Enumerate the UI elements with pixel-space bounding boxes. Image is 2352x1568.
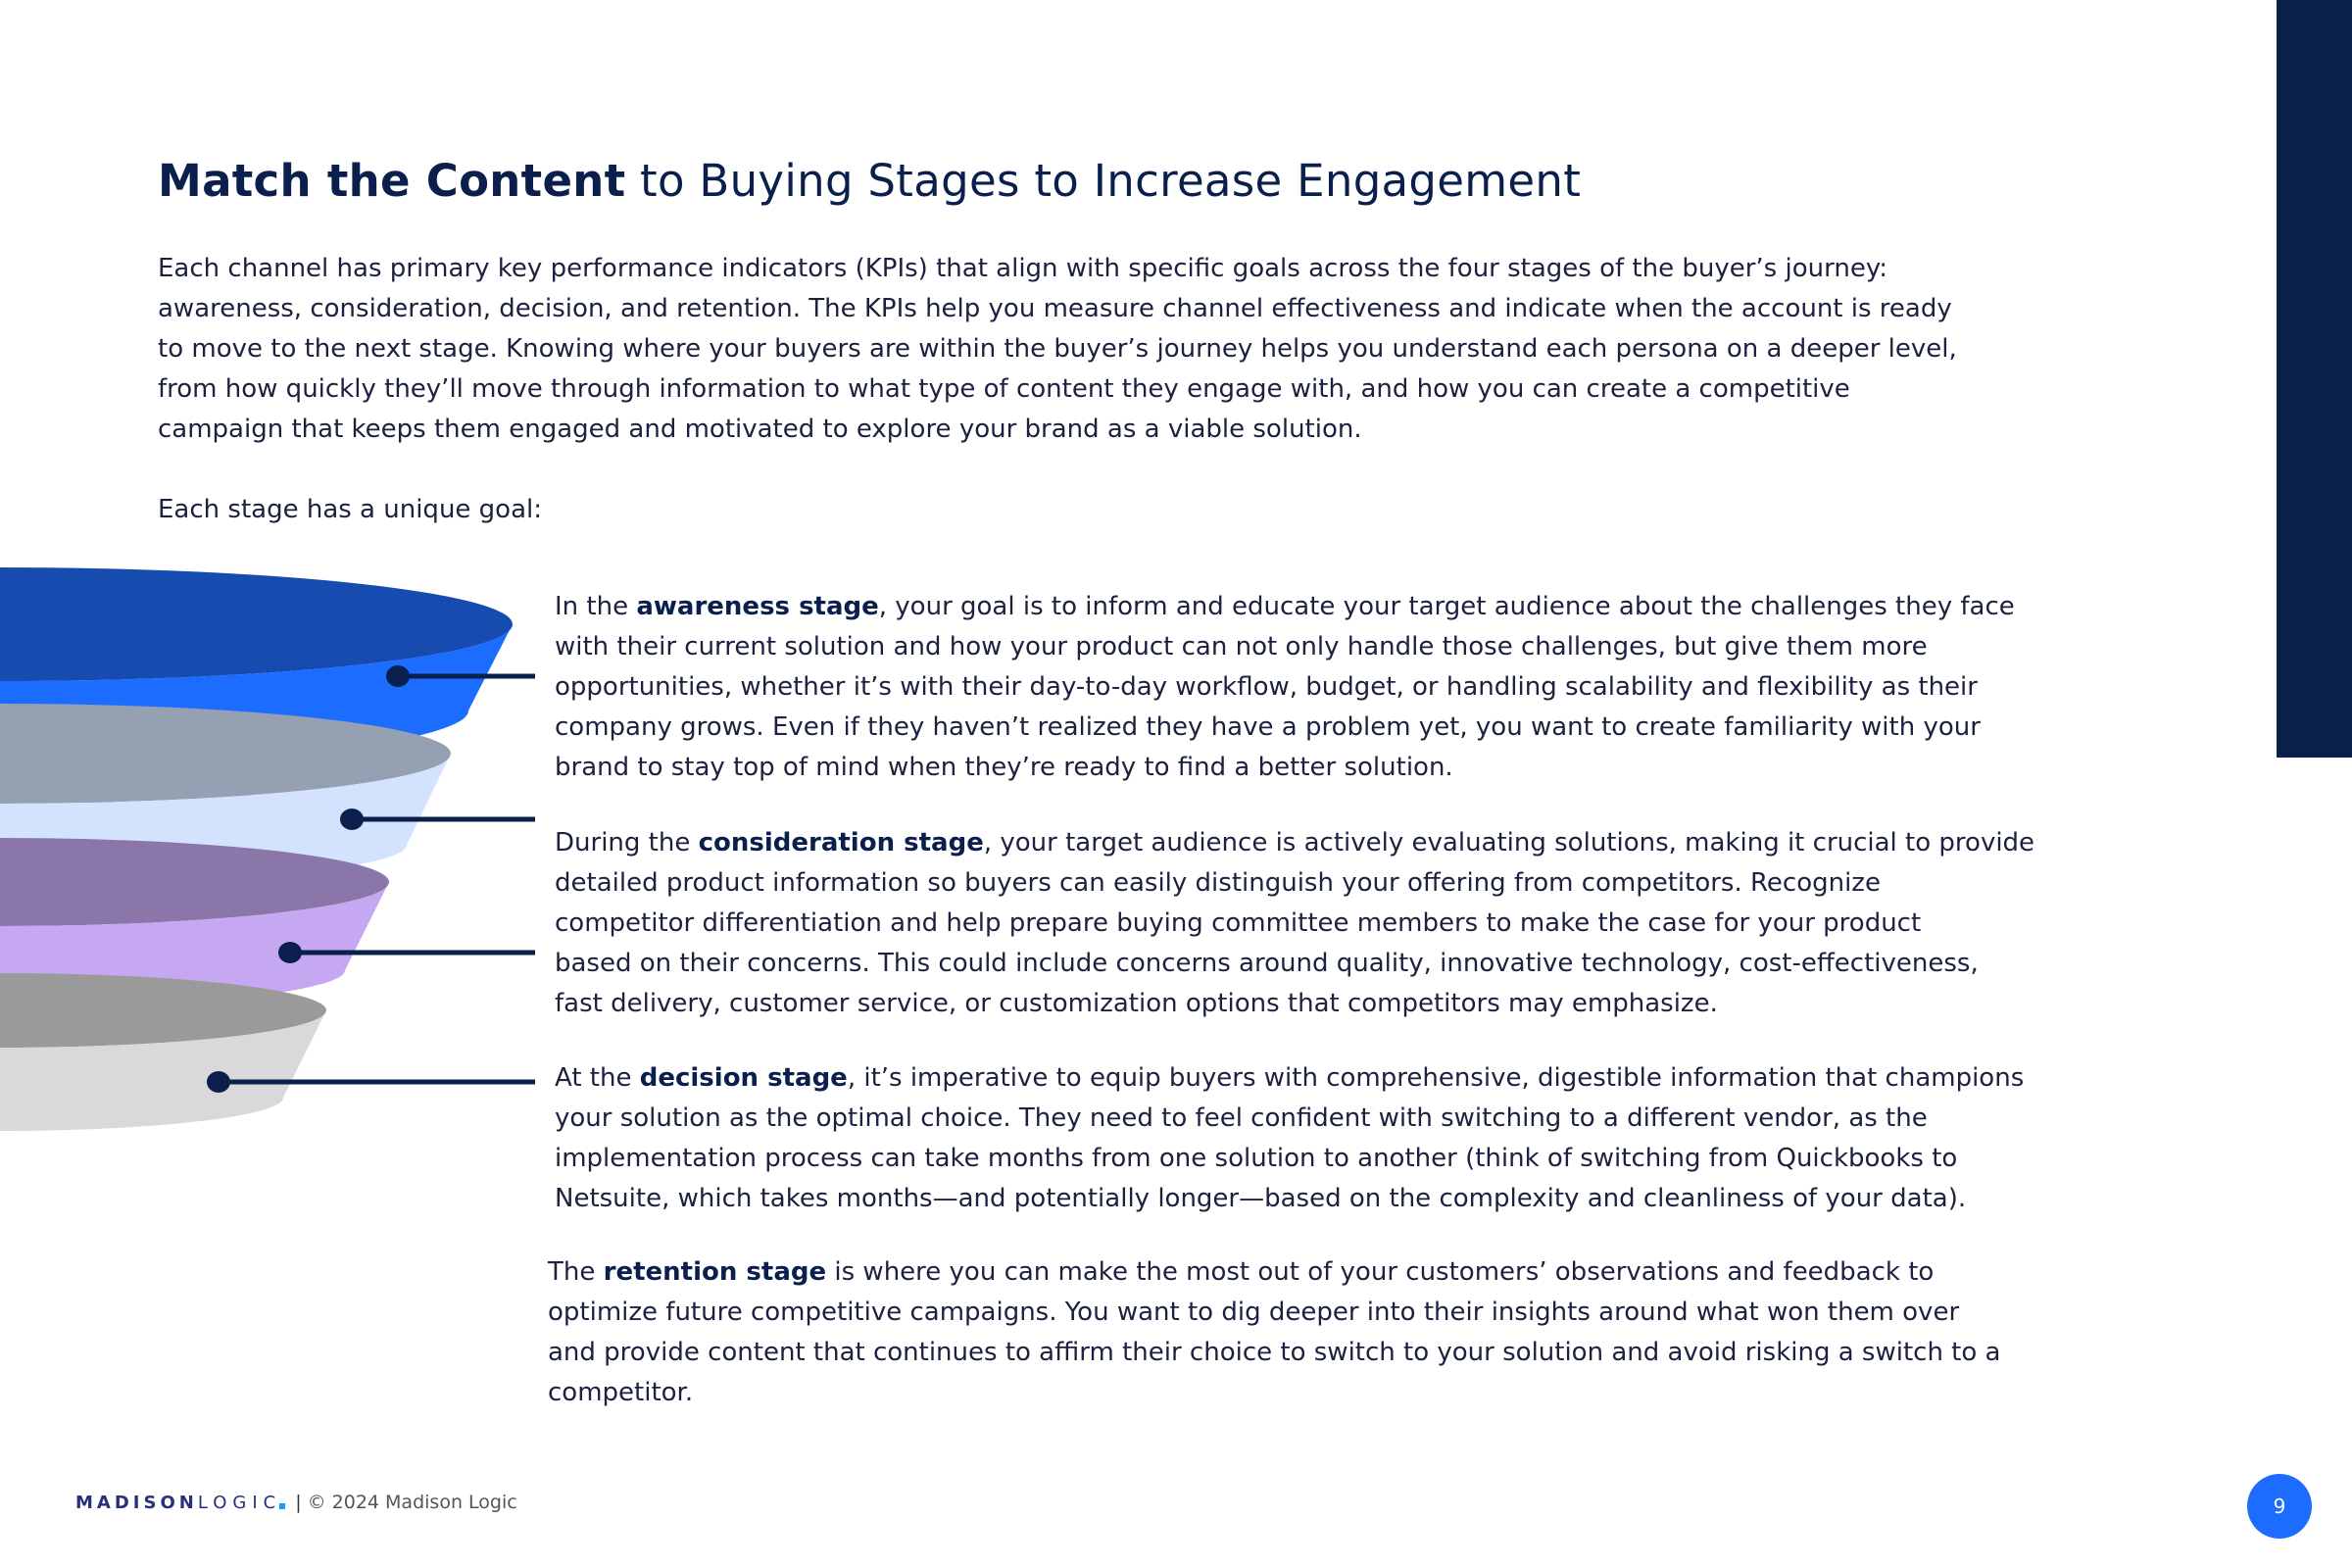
text: During the — [555, 828, 699, 858]
text-line: opportunities, whether it’s with their d… — [555, 672, 1978, 702]
stage-name: consideration stage — [698, 828, 984, 858]
text-line: Netsuite, which takes months—and potenti… — [555, 1184, 1967, 1213]
text-line: your solution as the optimal choice. The… — [555, 1103, 1928, 1133]
goal-intro: Each stage has a unique goal: — [158, 495, 543, 524]
text-line: competitor. — [548, 1378, 694, 1407]
logo-dot-icon — [279, 1503, 286, 1509]
text-line: implementation process can take months f… — [555, 1144, 1958, 1173]
text-line: with their current solution and how your… — [555, 632, 1928, 662]
copyright: © 2024 Madison Logic — [307, 1492, 517, 1513]
connector-dot-icon — [278, 942, 302, 963]
funnel-consideration-top — [0, 704, 451, 804]
text-line: fast delivery, customer service, or cust… — [555, 989, 1718, 1018]
footer: MADISON LOGIC | © 2024 Madison Logic — [75, 1492, 517, 1513]
intro-line: Each channel has primary key performance… — [158, 254, 1888, 283]
connector-dot-icon — [207, 1071, 230, 1093]
text-line: optimize future competitive campaigns. Y… — [548, 1298, 1960, 1327]
funnel-decision-top — [0, 838, 389, 926]
consideration-stage-paragraph: During the consideration stage, your tar… — [555, 823, 2034, 1024]
text: is where you can make the most out of yo… — [826, 1257, 1935, 1287]
stage-name: retention stage — [603, 1257, 827, 1287]
stage-name: awareness stage — [636, 592, 879, 621]
funnel-retention-top — [0, 973, 326, 1048]
footer-separator: | — [295, 1492, 302, 1513]
text-line: and provide content that continues to af… — [548, 1338, 2001, 1367]
intro-line: to move to the next stage. Knowing where… — [158, 334, 1957, 364]
funnel-retention-band — [0, 1010, 326, 1131]
decision-stage-paragraph: At the decision stage, it’s imperative t… — [555, 1058, 2024, 1219]
text: In the — [555, 592, 637, 621]
funnel-awareness-top — [0, 567, 513, 681]
text: , your target audience is actively evalu… — [983, 828, 2035, 858]
side-accent-bar — [2277, 0, 2352, 758]
funnel-graphic — [0, 567, 535, 1131]
intro-line: from how quickly they’ll move through in… — [158, 374, 1850, 404]
title-rest: to Buying Stages to Increase Engagement — [625, 155, 1582, 207]
connector-dot-icon — [340, 808, 364, 830]
text: At the — [555, 1063, 640, 1093]
text-line: competitor differentiation and help prep… — [555, 908, 1922, 938]
intro-paragraph: Each channel has primary key performance… — [158, 249, 1957, 450]
text: , your goal is to inform and educate you… — [878, 592, 2015, 621]
logo-logic: LOGIC — [197, 1492, 282, 1513]
title-bold: Match the Content — [158, 155, 626, 207]
text: , it’s imperative to equip buyers with c… — [847, 1063, 2025, 1093]
text-line: brand to stay top of mind when they’re r… — [555, 753, 1453, 782]
logo-madison: MADISON — [75, 1492, 198, 1513]
retention-stage-paragraph: The retention stage is where you can mak… — [548, 1252, 2000, 1413]
text-line: detailed product information so buyers c… — [555, 868, 1881, 898]
stage-name: decision stage — [639, 1063, 848, 1093]
intro-line: campaign that keeps them engaged and mot… — [158, 415, 1362, 444]
text-line: company grows. Even if they haven’t real… — [555, 712, 1981, 742]
text: The — [548, 1257, 604, 1287]
awareness-stage-paragraph: In the awareness stage, your goal is to … — [555, 587, 2015, 788]
page-title: Match the Content to Buying Stages to In… — [158, 155, 1581, 207]
connector-dot-icon — [386, 665, 410, 687]
intro-line: awareness, consideration, decision, and … — [158, 294, 1952, 323]
text-line: based on their concerns. This could incl… — [555, 949, 1979, 978]
page-number: 9 — [2247, 1474, 2312, 1539]
